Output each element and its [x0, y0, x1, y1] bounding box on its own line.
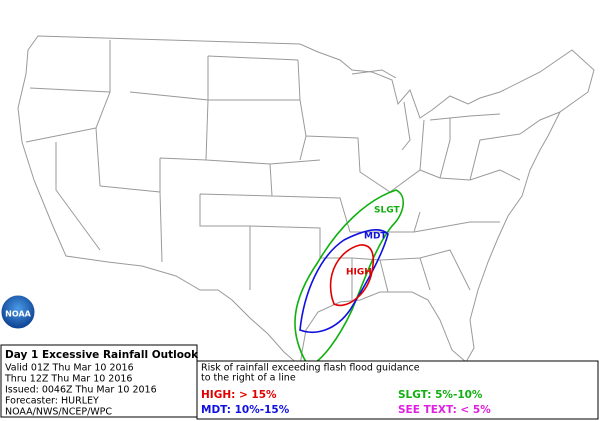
info-line: Valid 01Z Thu Mar 10 2016 — [5, 363, 134, 374]
info-line: Thru 12Z Thu Mar 10 2016 — [4, 374, 132, 385]
us-outline — [17, 35, 595, 367]
info-line: Forecaster: HURLEY — [5, 396, 99, 407]
great-lakes — [351, 69, 501, 151]
info-line: NOAA/NWS/NCEP/WPC — [5, 407, 112, 418]
legend-item: MDT: 10%-15% — [201, 404, 290, 416]
info-title: Day 1 Excessive Rainfall Outlook — [5, 349, 199, 361]
slgt-contour — [294, 189, 404, 367]
info-box — [0, 344, 198, 418]
info-line: Issued: 0046Z Thu Mar 10 2016 — [5, 385, 157, 396]
mdt-contour — [299, 228, 389, 334]
risk-label: SLGT — [374, 206, 400, 216]
state-lines — [25, 40, 561, 300]
legend-item: SLGT: 5%-10% — [398, 389, 483, 401]
legend-description: Risk of rainfall exceeding flash flood g… — [201, 363, 420, 374]
basemap — [17, 35, 595, 367]
noaa-logo: NOAA — [0, 294, 36, 330]
legend-description: to the right of a line — [201, 373, 296, 384]
risk-label: MDT — [364, 232, 387, 242]
risk-areas: SLGT MDT HIGH — [294, 189, 404, 367]
legend-item: SEE TEXT: < 5% — [398, 404, 491, 416]
logo-text: NOAA — [5, 310, 31, 319]
legend-item: HIGH: > 15% — [201, 389, 277, 401]
legend-box — [196, 360, 599, 420]
logo-circle — [0, 294, 36, 330]
risk-label: HIGH — [346, 268, 372, 278]
high-contour — [329, 244, 375, 307]
